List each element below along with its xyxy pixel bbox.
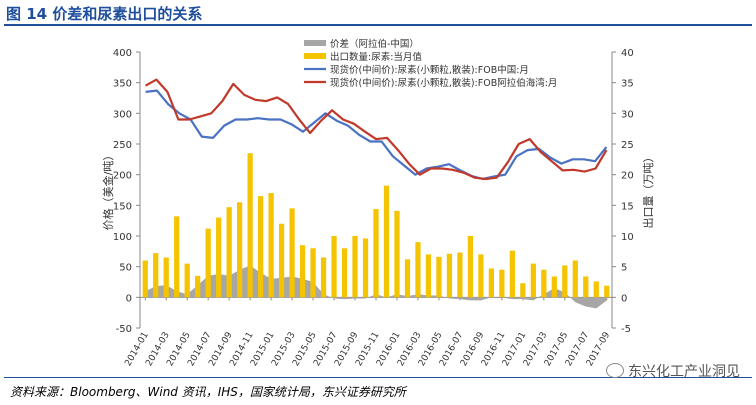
export-bar bbox=[289, 208, 295, 298]
legend-swatch bbox=[304, 53, 326, 59]
export-bar bbox=[163, 257, 169, 298]
export-bar bbox=[320, 257, 327, 298]
export-bar bbox=[237, 202, 243, 298]
y-left-tick-label: 50 bbox=[119, 263, 132, 274]
export-bar bbox=[299, 245, 306, 298]
y-right-tick-label: 15 bbox=[621, 201, 634, 212]
chart: -50050100150200250300350400-505101520253… bbox=[101, 38, 655, 368]
export-bar bbox=[457, 252, 463, 298]
tick-label-layer: -50050100150200250300350400-505101520253… bbox=[101, 48, 655, 368]
export-bar bbox=[520, 283, 526, 298]
y-right-tick-label: 10 bbox=[621, 232, 634, 243]
export-bar bbox=[541, 269, 547, 298]
export-bar bbox=[226, 207, 232, 298]
y-left-tick-label: 300 bbox=[113, 109, 132, 120]
y-right-tick-label: 0 bbox=[621, 293, 627, 304]
y-left-tick-label: 400 bbox=[113, 48, 132, 59]
export-bar bbox=[562, 265, 568, 298]
y-right-tick-label: -5 bbox=[621, 324, 631, 335]
y-left-tick-label: 250 bbox=[113, 140, 132, 151]
fob-arab-gulf-line bbox=[144, 78, 608, 181]
export-bar bbox=[530, 263, 536, 298]
export-bar bbox=[362, 238, 369, 298]
export-bar bbox=[604, 285, 610, 298]
figure-title: 图 14 价差和尿素出口的关系 bbox=[6, 5, 203, 23]
export-bar bbox=[383, 185, 390, 298]
y-right-tick-label: 35 bbox=[621, 79, 634, 90]
y-right-tick-label: 20 bbox=[621, 171, 634, 182]
y-right-tick-label: 25 bbox=[621, 140, 634, 151]
export-bar bbox=[425, 254, 432, 298]
watermark: 东兴化工产业洞见 bbox=[606, 361, 740, 381]
fob-china-line bbox=[145, 89, 608, 181]
export-bar bbox=[478, 254, 484, 298]
export-bar bbox=[216, 217, 222, 298]
export-bar bbox=[509, 250, 515, 298]
export-bar bbox=[331, 236, 337, 298]
source-note: 资料来源：Bloomberg、Wind 资讯，IHS，国家统计局，东兴证券研究所 bbox=[10, 385, 406, 399]
export-bar bbox=[195, 275, 201, 298]
export-bar bbox=[247, 153, 253, 298]
export-bar bbox=[268, 193, 274, 298]
export-bar bbox=[488, 268, 494, 298]
legend-label: 出口数量:尿素:当月值 bbox=[330, 51, 422, 63]
export-bar bbox=[184, 263, 190, 298]
legend-label: 现货价(中间价):尿素(小颗粒,散装):FOB阿拉伯海湾:月 bbox=[330, 77, 557, 89]
price-line-layer bbox=[144, 78, 608, 181]
y-right-tick-label: 40 bbox=[621, 48, 634, 59]
y-left-tick-label: 350 bbox=[113, 79, 132, 90]
export-bar bbox=[142, 260, 148, 298]
y-right-axis-title: 出口量（万吨） bbox=[641, 152, 655, 229]
y-left-tick-label: 150 bbox=[113, 201, 132, 212]
legend-swatch bbox=[304, 40, 326, 46]
y-left-tick-label: -50 bbox=[116, 324, 132, 335]
export-bar bbox=[394, 210, 400, 298]
export-bar bbox=[467, 236, 474, 298]
y-left-tick-label: 100 bbox=[113, 232, 132, 243]
export-bar bbox=[258, 196, 264, 298]
export-bar bbox=[153, 253, 159, 298]
export-bar bbox=[583, 276, 589, 298]
export-bar bbox=[572, 260, 578, 298]
watermark-text: 东兴化工产业洞见 bbox=[628, 364, 740, 380]
export-bar bbox=[310, 248, 316, 298]
legend: 价差（阿拉伯-中国）出口数量:尿素:当月值现货价(中间价):尿素(小颗粒,散装)… bbox=[304, 38, 557, 89]
export-bar bbox=[446, 253, 453, 298]
y-left-tick-label: 200 bbox=[113, 171, 132, 182]
export-bar bbox=[205, 228, 211, 298]
export-bar bbox=[499, 269, 505, 298]
y-right-tick-label: 5 bbox=[621, 263, 627, 274]
export-bar bbox=[341, 248, 348, 298]
export-bar bbox=[373, 209, 379, 298]
export-bar bbox=[174, 216, 180, 298]
title-rule bbox=[4, 24, 752, 26]
export-bar bbox=[436, 256, 442, 298]
y-left-axis-title: 价格（美金/吨） bbox=[101, 150, 115, 231]
wechat-icon bbox=[606, 363, 624, 378]
export-bar bbox=[593, 281, 599, 298]
export-bar-layer bbox=[142, 153, 610, 298]
y-left-tick-label: 0 bbox=[126, 293, 132, 304]
legend-label: 现货价(中间价):尿素(小颗粒,散装):FOB中国:月 bbox=[330, 64, 529, 76]
export-bar bbox=[551, 276, 557, 298]
export-bar bbox=[352, 236, 358, 298]
export-bar bbox=[278, 223, 285, 298]
y-right-tick-label: 30 bbox=[621, 109, 634, 120]
legend-label: 价差（阿拉伯-中国） bbox=[330, 38, 419, 50]
footer-rule bbox=[4, 377, 752, 378]
export-bar bbox=[404, 259, 411, 298]
export-bar bbox=[415, 242, 421, 298]
